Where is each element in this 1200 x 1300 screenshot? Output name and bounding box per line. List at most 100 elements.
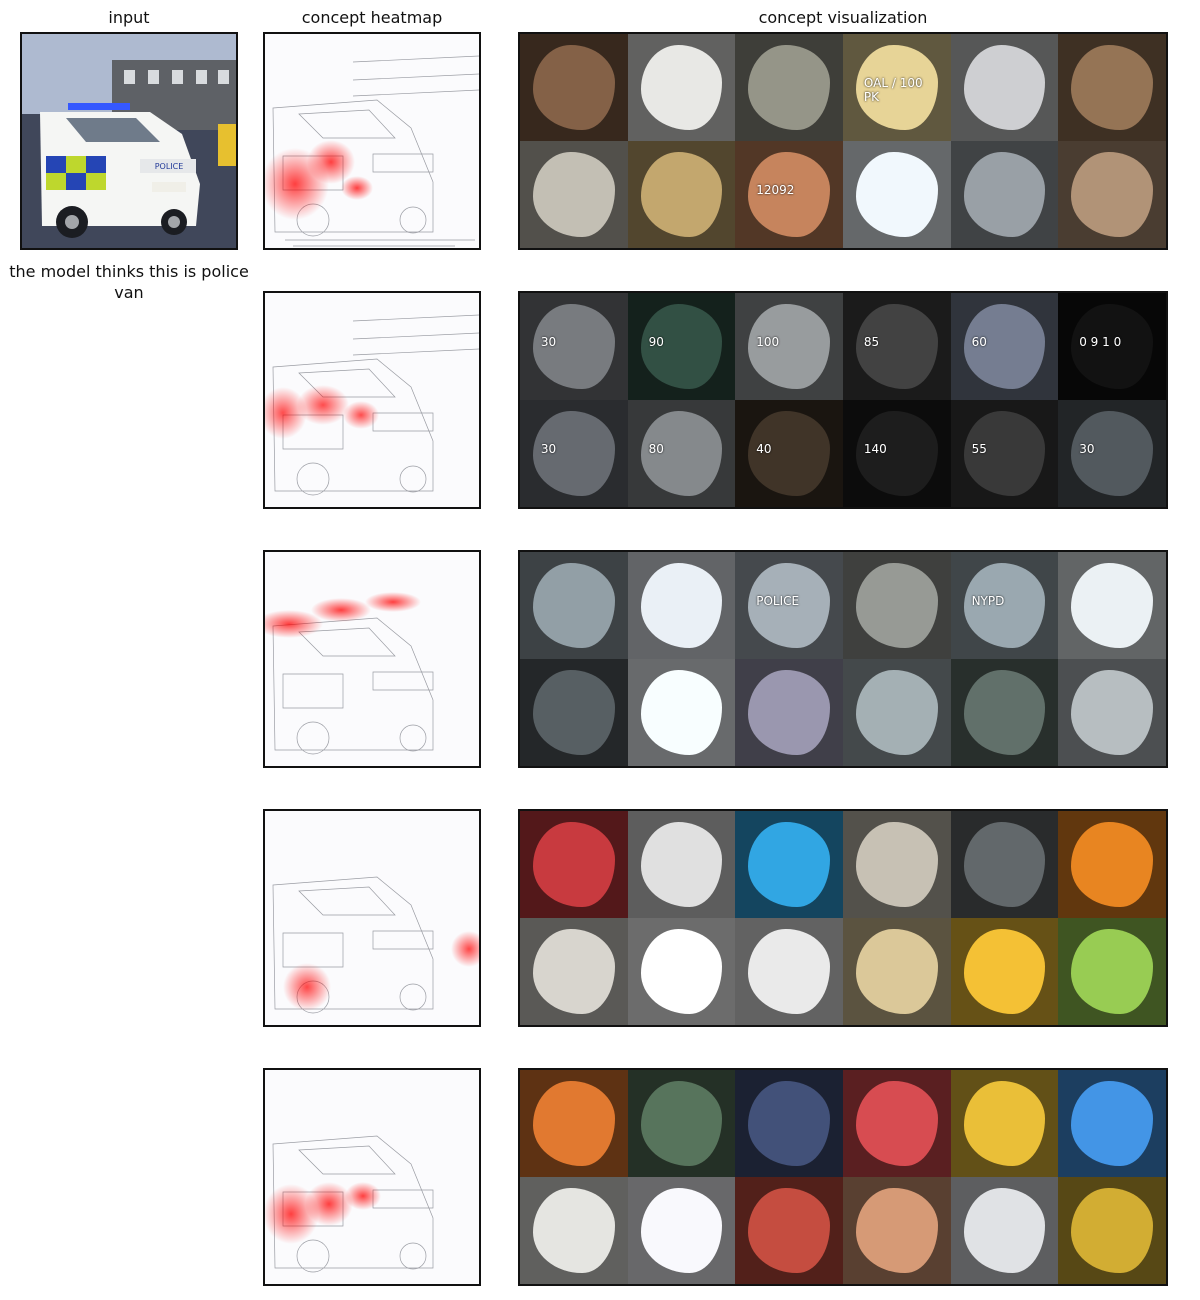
tile-highlight-region bbox=[855, 1187, 938, 1274]
concept-1-visualization: OAL / 100 PK 12092 bbox=[518, 32, 1168, 250]
concept-4-heatmap bbox=[263, 809, 481, 1027]
concept-example-tile: NYPD bbox=[950, 552, 1059, 659]
tile-highlight-region: 60 bbox=[963, 303, 1046, 390]
concept-example-tile bbox=[735, 1177, 843, 1284]
tile-highlight-region bbox=[963, 44, 1046, 131]
concept-2-visualization: 30 90 100 85 60 0 9 1 0 30 80 40 140 55 30 bbox=[518, 291, 1168, 509]
tile-highlight-region: 30 bbox=[1071, 410, 1154, 497]
tile-highlight-region bbox=[1071, 562, 1154, 649]
concept-example-tile bbox=[735, 918, 843, 1025]
concept-example-tile bbox=[1058, 1177, 1166, 1284]
concept-1-heatmap bbox=[263, 32, 481, 250]
concept-example-tile: 40 bbox=[735, 400, 843, 507]
heatmap-overlay bbox=[265, 552, 479, 766]
tile-text: 80 bbox=[648, 441, 664, 456]
tile-highlight-region bbox=[748, 44, 831, 131]
concept-example-tile bbox=[627, 811, 736, 918]
concept-example-tile bbox=[950, 1177, 1059, 1284]
tile-highlight-region: 12092 bbox=[748, 151, 831, 238]
tile-highlight-region bbox=[532, 151, 615, 238]
concept-example-tile bbox=[520, 141, 628, 248]
van-police-text: POLICE bbox=[155, 162, 184, 171]
concept-example-tile bbox=[1058, 659, 1166, 766]
concept-example-tile bbox=[627, 659, 736, 766]
tile-highlight-region bbox=[748, 928, 831, 1015]
concept-example-tile bbox=[842, 659, 951, 766]
concept-example-tile bbox=[842, 552, 951, 659]
concept-example-tile bbox=[842, 1070, 951, 1177]
concept-example-tile: 60 bbox=[950, 293, 1059, 400]
tile-highlight-region bbox=[963, 1187, 1046, 1274]
concept-4-visualization bbox=[518, 809, 1168, 1027]
tile-highlight-region: 0 9 1 0 bbox=[1071, 303, 1154, 390]
tile-text: 85 bbox=[863, 334, 880, 349]
concept-example-tile: 100 bbox=[735, 293, 843, 400]
tile-highlight-region bbox=[532, 562, 615, 649]
tile-highlight-region bbox=[532, 821, 615, 908]
tile-highlight-region bbox=[748, 669, 831, 756]
tile-highlight-region: 100 bbox=[748, 303, 831, 390]
tile-highlight-region bbox=[855, 928, 938, 1015]
concept-example-tile: 85 bbox=[842, 293, 951, 400]
tile-highlight-region bbox=[640, 1080, 723, 1167]
input-column-title: input bbox=[108, 8, 150, 27]
concept-example-tile bbox=[520, 1177, 628, 1284]
concept-example-tile: 90 bbox=[627, 293, 736, 400]
concept-example-tile bbox=[1058, 811, 1166, 918]
tile-highlight-region: 90 bbox=[640, 303, 723, 390]
concept-example-tile: POLICE bbox=[735, 552, 843, 659]
tile-text: POLICE bbox=[756, 593, 800, 608]
tile-highlight-region bbox=[748, 1187, 831, 1274]
tile-highlight-region: 30 bbox=[532, 303, 615, 390]
tile-highlight-region bbox=[640, 928, 723, 1015]
concept-example-tile bbox=[520, 811, 628, 918]
tile-highlight-region bbox=[532, 669, 615, 756]
tile-text: 60 bbox=[971, 334, 987, 349]
concept-example-tile bbox=[950, 34, 1059, 141]
concept-3-visualization: POLICE NYPD bbox=[518, 550, 1168, 768]
concept-example-tile bbox=[1058, 552, 1166, 659]
concept-example-tile: 12092 bbox=[735, 141, 843, 248]
concept-example-tile bbox=[627, 552, 736, 659]
tile-highlight-region: 85 bbox=[855, 303, 938, 390]
tile-highlight-region bbox=[1071, 1080, 1154, 1167]
prediction-label: the model thinks this is police van bbox=[9, 262, 249, 302]
concept-example-tile bbox=[735, 34, 843, 141]
concept-example-tile bbox=[950, 1070, 1059, 1177]
concept-example-tile bbox=[520, 34, 628, 141]
concept-example-tile: OAL / 100 PK bbox=[842, 34, 951, 141]
tile-highlight-region bbox=[855, 562, 938, 649]
tile-highlight-region bbox=[855, 151, 938, 238]
heatmap-overlay bbox=[265, 293, 479, 507]
concept-example-tile bbox=[842, 1177, 951, 1284]
concept-example-tile bbox=[950, 811, 1059, 918]
tile-highlight-region bbox=[1071, 151, 1154, 238]
concept-example-tile bbox=[627, 141, 736, 248]
concept-2-heatmap bbox=[263, 291, 481, 509]
concept-example-tile: 0 9 1 0 bbox=[1058, 293, 1166, 400]
tile-text: 30 bbox=[540, 334, 557, 349]
concept-example-tile: 30 bbox=[1058, 400, 1166, 507]
concept-example-tile bbox=[627, 1177, 736, 1284]
concept-example-tile: 30 bbox=[520, 293, 628, 400]
tile-highlight-region bbox=[640, 669, 723, 756]
tile-highlight-region bbox=[640, 44, 723, 131]
tile-highlight-region bbox=[855, 669, 938, 756]
tile-highlight-region bbox=[963, 1080, 1046, 1167]
tile-highlight-region bbox=[963, 151, 1046, 238]
concept-example-tile bbox=[520, 1070, 628, 1177]
tile-highlight-region bbox=[748, 1080, 831, 1167]
tile-text: 90 bbox=[648, 334, 664, 349]
heatmap-overlay bbox=[265, 1070, 479, 1284]
concept-example-tile bbox=[735, 1070, 843, 1177]
tile-text: 40 bbox=[756, 441, 772, 456]
concept-example-tile bbox=[1058, 918, 1166, 1025]
concept-example-tile bbox=[735, 811, 843, 918]
tile-highlight-region bbox=[963, 821, 1046, 908]
tile-highlight-region: 55 bbox=[963, 410, 1046, 497]
heatmap-overlay bbox=[265, 811, 479, 1025]
tile-highlight-region bbox=[532, 1080, 615, 1167]
concept-example-tile: 140 bbox=[842, 400, 951, 507]
tile-text: 100 bbox=[756, 334, 780, 349]
tile-text: 12092 bbox=[756, 182, 795, 197]
